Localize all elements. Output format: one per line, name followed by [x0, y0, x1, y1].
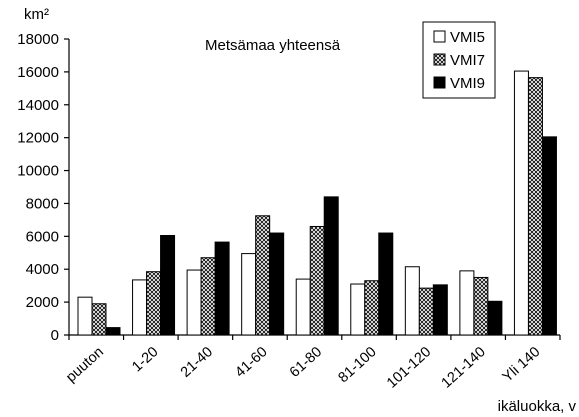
bar-vmi5-7: [459, 270, 475, 336]
bar-vmi5-5: [350, 283, 366, 336]
bar-vmi9-6: [432, 284, 448, 336]
bar-vmi5-6: [404, 266, 420, 336]
legend-label-vmi9: VMI9: [450, 75, 485, 92]
bar-vmi7-3: [255, 215, 271, 336]
bar-vmi7-2: [200, 257, 216, 336]
bar-vmi9-5: [378, 232, 394, 336]
legend-swatch-vmi9: [433, 76, 446, 89]
x-tick-label: Yli 140: [500, 344, 544, 386]
legend-label-vmi5: VMI5: [450, 29, 485, 46]
bar-vmi7-0: [91, 303, 107, 336]
x-tick-label: 61-80: [287, 344, 325, 381]
x-tick-label: puuton: [63, 344, 107, 386]
bar-vmi7-7: [473, 276, 489, 336]
bar-vmi7-8: [527, 77, 543, 336]
bar-vmi9-3: [269, 232, 285, 336]
bar-vmi5-1: [132, 279, 148, 336]
bar-vmi5-8: [513, 70, 529, 336]
legend-label-vmi7: VMI7: [450, 52, 485, 69]
bar-vmi9-2: [214, 241, 230, 336]
y-tick-label: 12000: [17, 130, 59, 147]
bar-vmi7-5: [364, 280, 380, 336]
x-tick-label: 41-60: [232, 344, 270, 381]
bar-vmi9-7: [487, 300, 503, 336]
bar-vmi5-2: [186, 269, 202, 336]
y-axis-unit: km²: [24, 6, 49, 23]
bar-vmi5-0: [77, 296, 93, 336]
bar-vmi5-4: [295, 278, 311, 336]
y-tick-label: 0: [51, 327, 59, 344]
y-tick-label: 14000: [17, 97, 59, 114]
x-tick-label: 101-120: [384, 344, 434, 392]
x-tick-label: 121-140: [439, 344, 489, 392]
y-tick-label: 18000: [17, 31, 59, 48]
legend-swatch-vmi7: [433, 53, 446, 66]
bar-vmi5-3: [241, 253, 257, 336]
y-tick-label: 16000: [17, 64, 59, 81]
chart-title: Metsämaa yhteensä: [205, 37, 341, 54]
bar-vmi9-1: [160, 235, 176, 336]
y-tick-label: 8000: [26, 195, 59, 212]
bar-vmi7-4: [309, 225, 325, 336]
y-tick-label: 10000: [17, 163, 59, 180]
legend: VMI5 VMI7 VMI9: [422, 21, 496, 99]
legend-swatch-vmi5: [433, 30, 446, 43]
y-tick-label: 6000: [26, 228, 59, 245]
x-tick-label: 81-100: [335, 344, 379, 386]
x-tick-label: 1-20: [129, 344, 161, 375]
bar-vmi9-0: [105, 327, 121, 336]
bar-vmi9-4: [323, 196, 339, 336]
x-tick-label: 21-40: [178, 344, 216, 381]
y-tick-label: 4000: [26, 261, 59, 278]
bar-vmi9-8: [541, 136, 557, 336]
x-axis-label: ikäluokka, v: [498, 398, 577, 415]
bar-vmi7-6: [418, 287, 434, 336]
bar-vmi7-1: [146, 271, 162, 336]
y-tick-label: 2000: [26, 294, 59, 311]
